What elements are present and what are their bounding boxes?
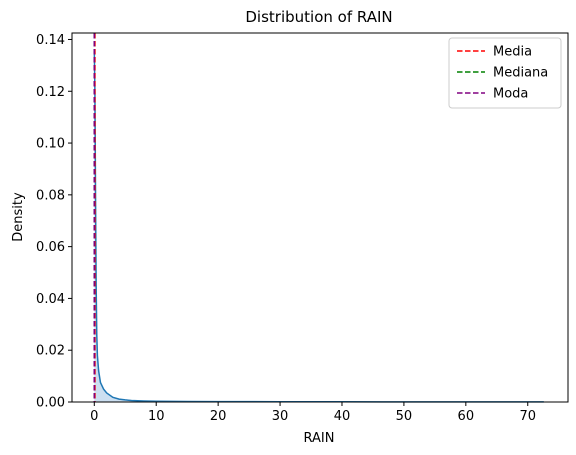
x-axis: 0 10 20 30 40 50 60 70 [90,402,536,424]
x-tick-label: 10 [148,409,165,424]
y-tick-label: 0.04 [36,292,65,307]
y-tick-label: 0.02 [36,344,65,359]
y-tick-label: 0.08 [36,188,65,203]
y-tick-label: 0.10 [36,137,65,152]
y-tick-label: 0.00 [36,396,65,411]
x-tick-label: 70 [519,409,536,424]
axes-frame [71,32,569,403]
legend-label-moda: Moda [493,87,528,102]
y-tick-label: 0.06 [36,240,65,255]
y-tick-label: 0.14 [36,33,65,48]
legend: Media Mediana Moda [448,37,562,109]
x-tick-label: 40 [334,409,351,424]
x-tick-label: 0 [90,409,98,424]
legend-label-mediana: Mediana [493,66,548,81]
legend-label-media: Media [493,45,532,60]
y-tick-label: 0.12 [36,85,65,100]
y-axis: 0.00 0.02 0.04 0.06 0.08 0.10 0.12 0.14 [36,33,72,411]
x-axis-label: RAIN [304,431,335,446]
y-axis-label: Density [11,192,26,242]
x-tick-label: 50 [396,409,413,424]
legend-box [448,37,562,109]
chart-title: Distribution of RAIN [245,8,392,26]
x-tick-label: 20 [210,409,227,424]
x-tick-label: 30 [272,409,289,424]
x-tick-label: 60 [458,409,475,424]
